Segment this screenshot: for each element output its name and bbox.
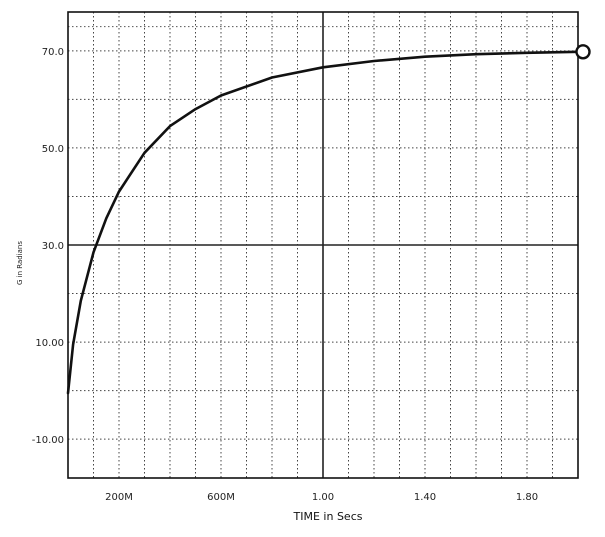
y-tick-label: 50.0 <box>42 144 64 155</box>
x-axis-title: TIME in Secs <box>293 510 363 523</box>
x-tick-label: 1.80 <box>516 492 538 503</box>
labels-layer: 70.0 50.0 30.0 10.00 -10.00 200M 600M 1.00 1.40 1… <box>32 47 538 503</box>
y-axis-title: G in Radians <box>16 241 24 285</box>
y-tick-label: 70.0 <box>42 47 64 58</box>
y-tick-label: 10.00 <box>35 338 64 349</box>
x-tick-label: 600M <box>207 492 235 503</box>
end-marker <box>575 44 591 60</box>
axes-layer <box>67 11 579 479</box>
x-tick-label: 1.00 <box>312 492 334 503</box>
y-tick-label: -10.00 <box>32 435 64 446</box>
plot-frame <box>67 11 579 479</box>
series-line <box>66 50 580 395</box>
x-tick-label: 1.40 <box>414 492 436 503</box>
x-tick-label: 200M <box>105 492 133 503</box>
y-tick-label: 30.0 <box>42 241 64 252</box>
series-layer <box>66 44 591 395</box>
